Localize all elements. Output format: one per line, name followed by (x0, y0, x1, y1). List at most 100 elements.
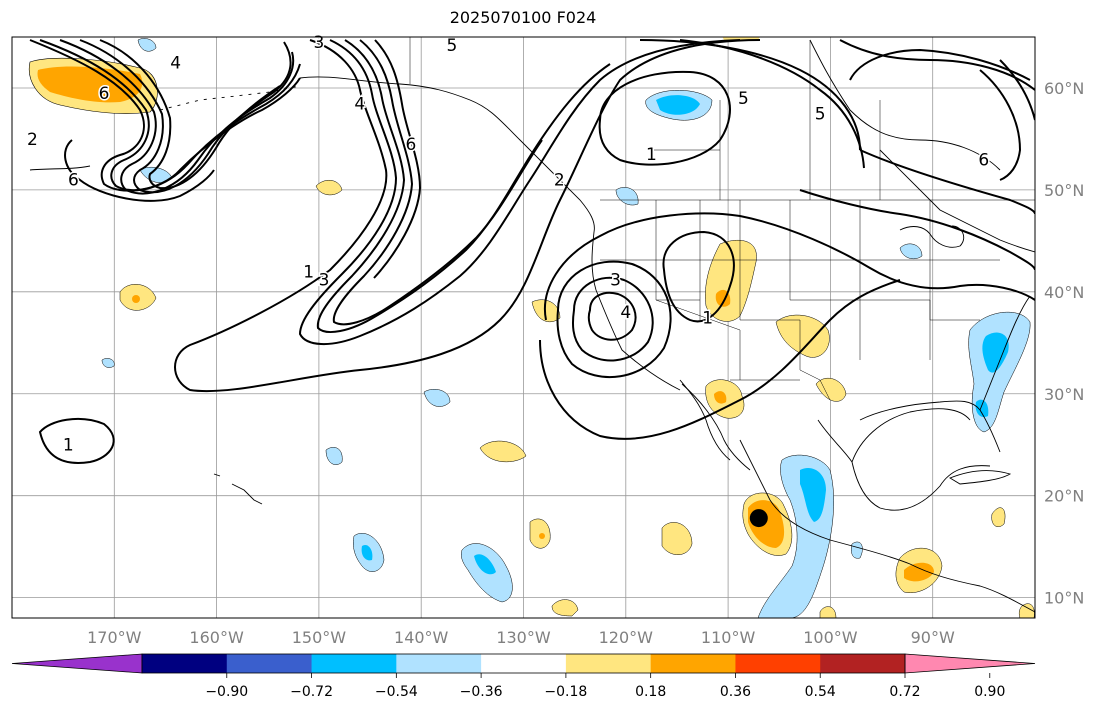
cool-shading-area (975, 399, 989, 418)
colorbar-extend-min (11, 653, 143, 674)
contour-label: 1 (702, 308, 713, 328)
contour-line (598, 70, 731, 166)
contour-line (679, 39, 865, 169)
warm-shading-area (775, 314, 830, 358)
colorbar-tick-label: 0.18 (635, 684, 666, 700)
contour-line (59, 39, 295, 195)
lon-tick-label: 170°W (87, 628, 142, 647)
colorbar-tick-label: −0.72 (290, 684, 333, 700)
contour-line (849, 48, 1031, 81)
contour-label: 4 (354, 94, 365, 114)
warm-shading-area (531, 299, 561, 322)
lon-tick-label: 140°W (394, 628, 449, 647)
colorbar-segment (396, 654, 482, 673)
warm-shading-area (539, 533, 545, 539)
colorbar-segment (565, 654, 652, 673)
colorbar-tick-label: −0.90 (205, 684, 248, 700)
contour-line (373, 39, 422, 279)
colorbar-segment (820, 654, 906, 673)
colorbar-outline (141, 653, 906, 674)
contour-label: 4 (170, 53, 181, 73)
colorbar-segment (735, 654, 821, 673)
contour-line (64, 139, 215, 202)
warm-shading-area (37, 66, 143, 103)
longitude-tick-labels: 170°W 160°W 150°W 140°W 130°W 120°W 110°W 100°W… (87, 628, 955, 647)
colorbar-tick-label: −0.36 (460, 684, 503, 700)
contour-line (999, 59, 1035, 121)
warm-shading-area (904, 562, 934, 582)
contour-lines (29, 39, 1035, 464)
warm-shading-area (819, 606, 837, 618)
contour-label: 6 (406, 135, 417, 155)
contour-line (39, 39, 301, 192)
contour-line (174, 39, 761, 393)
cool-shading-area (361, 544, 373, 561)
coastlines (29, 37, 1035, 613)
contour-line (316, 39, 611, 333)
colorbar-tick-label: −0.18 (544, 684, 587, 700)
warm-shading-area (1018, 603, 1035, 618)
colorbar-tick-label: 0.36 (720, 684, 751, 700)
contour-line (556, 260, 672, 378)
contour-label: 4 (620, 303, 631, 323)
contour-label: 3 (319, 271, 330, 291)
contour-line (639, 39, 861, 151)
lat-tick-label: 10°N (1044, 589, 1084, 608)
contour-line (839, 39, 1035, 91)
contour-line (572, 276, 654, 362)
contour-line (79, 39, 292, 194)
map-title: 2025070100 F024 (449, 8, 597, 27)
lat-tick-label: 60°N (1044, 79, 1084, 98)
contour-line (29, 39, 301, 192)
cool-shading-area (656, 95, 700, 115)
colorbar-segment (311, 654, 397, 673)
warm-shading-area (991, 507, 1006, 527)
contour-label: 1 (303, 262, 314, 282)
contour-label: 6 (68, 171, 79, 191)
lon-tick-label: 110°W (701, 628, 756, 647)
warm-shading-area (479, 440, 527, 462)
contour-line (799, 189, 1035, 271)
lon-tick-label: 130°W (496, 628, 551, 647)
contour-label: 5 (446, 36, 457, 56)
colorbar-tick-label: 0.90 (974, 684, 1005, 700)
lon-tick-label: 150°W (292, 628, 347, 647)
contour-line (38, 417, 115, 464)
contour-line (539, 279, 901, 440)
latitude-tick-labels: 10°N 20°N 30°N 40°N 50°N 60°N (1044, 79, 1084, 608)
cool-shading-area (474, 554, 496, 575)
colorbar-extend-max (904, 653, 1036, 674)
contour-line (332, 39, 543, 326)
contour-line (99, 39, 281, 190)
contour-label: 1 (63, 436, 74, 456)
lat-tick-label: 30°N (1044, 385, 1084, 404)
colorbar-tick-label: −0.54 (375, 684, 418, 700)
storm-position-marker (749, 509, 768, 528)
warm-shading-area (529, 518, 551, 549)
colorbar-tick-label: 0.72 (889, 684, 920, 700)
cool-shading-area (325, 447, 343, 465)
colorbar-segment (481, 654, 567, 673)
cool-shading-area (899, 243, 923, 259)
warm-shading-area (315, 179, 343, 196)
colorbar: −0.90 −0.72 −0.54 −0.36 −0.18 0.18 0.36 0.54 0.7… (11, 653, 1036, 700)
lat-tick-label: 40°N (1044, 283, 1084, 302)
contour-line (859, 149, 1035, 215)
colorbar-segment (226, 654, 313, 673)
contour-line (662, 230, 735, 323)
cool-shading-area (851, 541, 863, 559)
contour-label: 2 (27, 130, 38, 150)
contour-label: 6 (978, 150, 989, 170)
shaded-anomaly-layer (28, 37, 1035, 618)
contour-label: 3 (610, 271, 621, 291)
contour-label: 3 (313, 33, 324, 53)
lon-tick-label: 160°W (189, 628, 244, 647)
contour-label: 6 (99, 84, 110, 104)
warm-shading-area (815, 377, 847, 402)
map-frame (11, 36, 1036, 619)
lon-tick-label: 90°W (911, 628, 955, 647)
warm-shading-area (661, 522, 693, 555)
contour-label: 5 (738, 89, 749, 109)
contour-label: 1 (646, 145, 657, 165)
